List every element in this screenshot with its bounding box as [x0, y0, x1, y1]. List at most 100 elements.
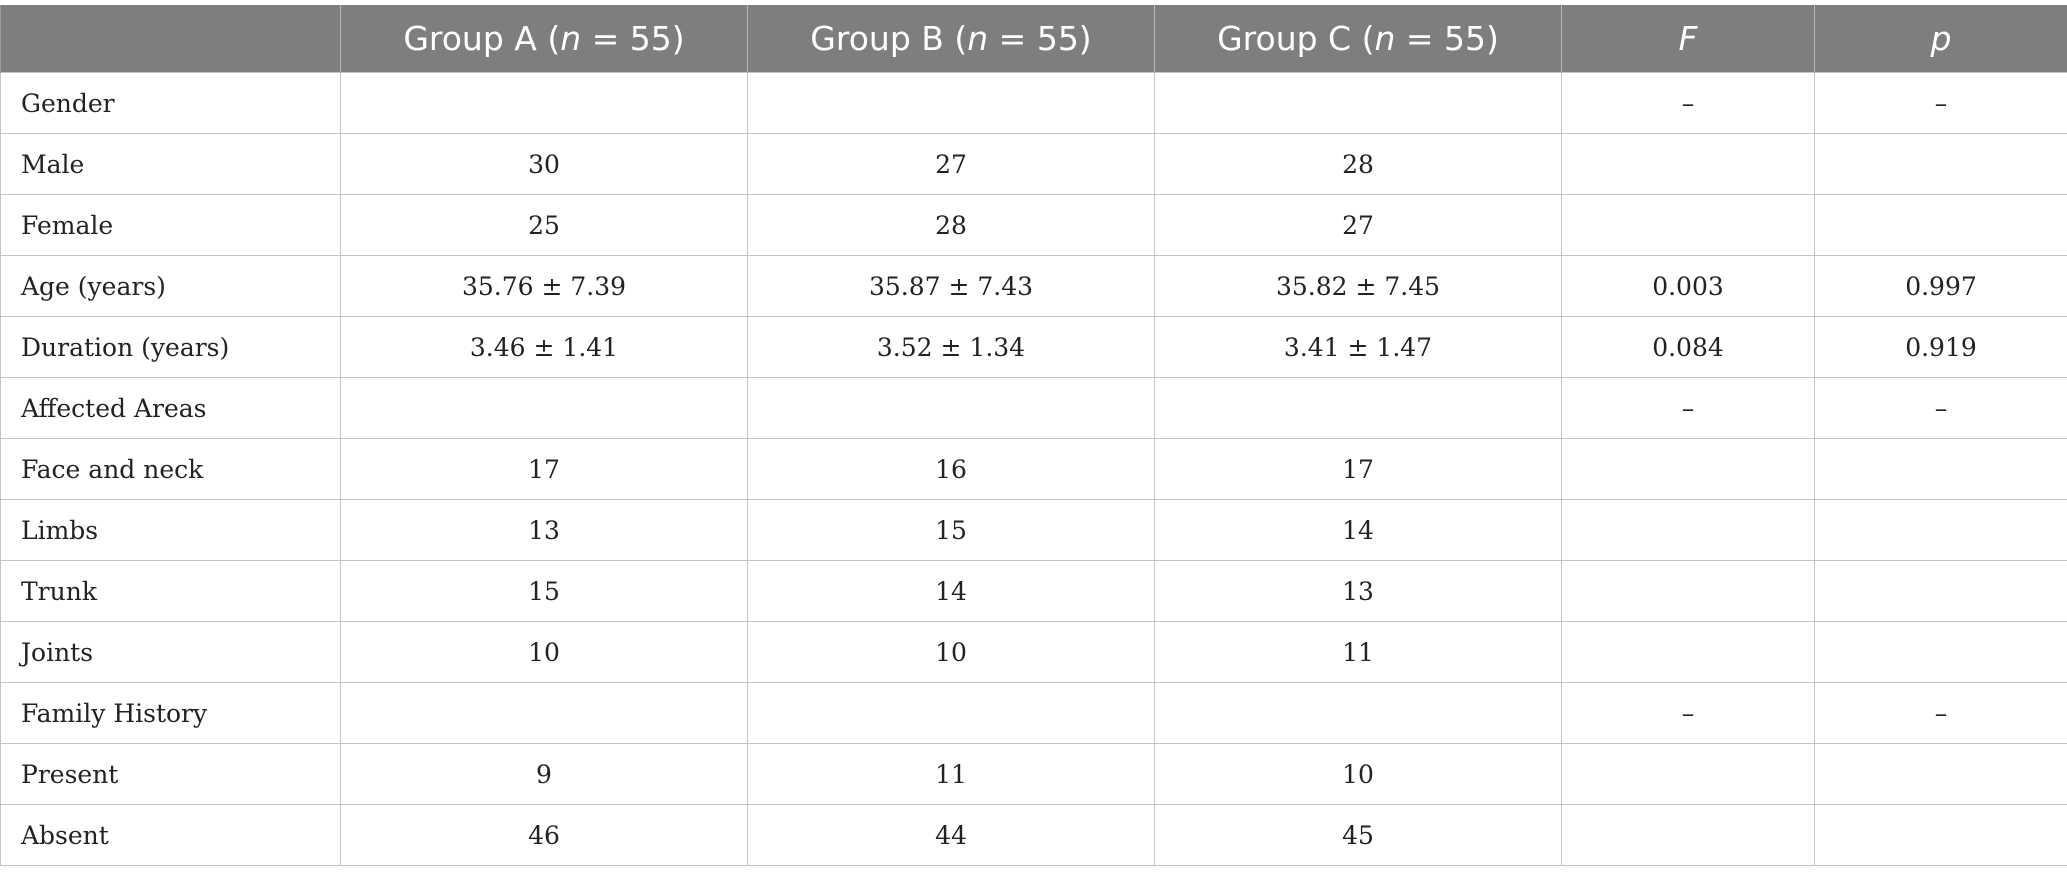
baseline-characteristics-table: Group A (n = 55) Group B (n = 55) Group … [0, 5, 2067, 866]
table-row: Trunk151413 [1, 561, 2067, 622]
row-label: Affected Areas [1, 378, 341, 439]
cell-group-c: 10 [1155, 744, 1562, 805]
table-row: Limbs131514 [1, 500, 2067, 561]
cell-f: – [1562, 378, 1815, 439]
cell-p: – [1815, 683, 2067, 744]
cell-group-b [748, 73, 1155, 134]
cell-f [1562, 744, 1815, 805]
cell-group-b: 14 [748, 561, 1155, 622]
cell-group-c: 17 [1155, 439, 1562, 500]
cell-group-a: 35.76 ± 7.39 [341, 256, 748, 317]
cell-group-a: 46 [341, 805, 748, 866]
cell-f [1562, 805, 1815, 866]
table-row: Male302728 [1, 134, 2067, 195]
row-label: Trunk [1, 561, 341, 622]
cell-group-b [748, 378, 1155, 439]
cell-group-a: 25 [341, 195, 748, 256]
cell-p [1815, 195, 2067, 256]
cell-group-a: 30 [341, 134, 748, 195]
row-label: Face and neck [1, 439, 341, 500]
table-row: Joints101011 [1, 622, 2067, 683]
cell-p [1815, 439, 2067, 500]
cell-p: 0.919 [1815, 317, 2067, 378]
cell-group-b: 11 [748, 744, 1155, 805]
row-label: Duration (years) [1, 317, 341, 378]
row-label: Female [1, 195, 341, 256]
cell-group-a: 10 [341, 622, 748, 683]
cell-p [1815, 500, 2067, 561]
cell-group-a [341, 73, 748, 134]
cell-group-b: 10 [748, 622, 1155, 683]
cell-group-b [748, 683, 1155, 744]
header-cell-group-c: Group C (n = 55) [1155, 5, 1562, 73]
cell-group-a [341, 378, 748, 439]
cell-group-c: 13 [1155, 561, 1562, 622]
cell-f: – [1562, 73, 1815, 134]
row-label: Limbs [1, 500, 341, 561]
row-label: Gender [1, 73, 341, 134]
table-row: Present91110 [1, 744, 2067, 805]
cell-group-c [1155, 683, 1562, 744]
cell-group-c [1155, 378, 1562, 439]
cell-p: 0.997 [1815, 256, 2067, 317]
cell-group-a: 3.46 ± 1.41 [341, 317, 748, 378]
header-cell-f: F [1562, 5, 1815, 73]
cell-group-c: 45 [1155, 805, 1562, 866]
header-row: Group A (n = 55) Group B (n = 55) Group … [1, 5, 2067, 73]
row-label: Present [1, 744, 341, 805]
cell-p [1815, 805, 2067, 866]
cell-group-a [341, 683, 748, 744]
cell-group-c: 3.41 ± 1.47 [1155, 317, 1562, 378]
cell-f [1562, 134, 1815, 195]
table-row: Age (years)35.76 ± 7.3935.87 ± 7.4335.82… [1, 256, 2067, 317]
cell-f [1562, 439, 1815, 500]
cell-f: 0.003 [1562, 256, 1815, 317]
header-cell-blank [1, 5, 341, 73]
cell-group-b: 27 [748, 134, 1155, 195]
cell-p [1815, 561, 2067, 622]
cell-f [1562, 500, 1815, 561]
table-row: Absent464445 [1, 805, 2067, 866]
cell-f [1562, 622, 1815, 683]
row-label: Age (years) [1, 256, 341, 317]
cell-group-b: 15 [748, 500, 1155, 561]
cell-group-a: 13 [341, 500, 748, 561]
cell-f: 0.084 [1562, 317, 1815, 378]
cell-group-a: 9 [341, 744, 748, 805]
cell-p: – [1815, 378, 2067, 439]
row-label: Joints [1, 622, 341, 683]
cell-f [1562, 195, 1815, 256]
cell-group-b: 28 [748, 195, 1155, 256]
cell-group-b: 3.52 ± 1.34 [748, 317, 1155, 378]
row-label: Absent [1, 805, 341, 866]
header-cell-p: p [1815, 5, 2067, 73]
cell-p [1815, 134, 2067, 195]
row-label: Family History [1, 683, 341, 744]
header-cell-group-a: Group A (n = 55) [341, 5, 748, 73]
cell-group-c [1155, 73, 1562, 134]
cell-group-c: 27 [1155, 195, 1562, 256]
cell-group-c: 35.82 ± 7.45 [1155, 256, 1562, 317]
header-cell-group-b: Group B (n = 55) [748, 5, 1155, 73]
cell-group-b: 35.87 ± 7.43 [748, 256, 1155, 317]
cell-group-a: 15 [341, 561, 748, 622]
cell-group-b: 16 [748, 439, 1155, 500]
table-row: Female252827 [1, 195, 2067, 256]
table-row: Family History –– [1, 683, 2067, 744]
data-table-container: Group A (n = 55) Group B (n = 55) Group … [0, 5, 2067, 866]
cell-group-c: 14 [1155, 500, 1562, 561]
cell-group-b: 44 [748, 805, 1155, 866]
row-label: Male [1, 134, 341, 195]
table-row: Gender–– [1, 73, 2067, 134]
table-body: Gender––Male302728Female252827Age (years… [1, 73, 2067, 866]
cell-f: – [1562, 683, 1815, 744]
cell-group-a: 17 [341, 439, 748, 500]
cell-f [1562, 561, 1815, 622]
cell-p [1815, 622, 2067, 683]
table-row: Face and neck171617 [1, 439, 2067, 500]
cell-p [1815, 744, 2067, 805]
table-row: Duration (years)3.46 ± 1.413.52 ± 1.343.… [1, 317, 2067, 378]
cell-group-c: 28 [1155, 134, 1562, 195]
cell-group-c: 11 [1155, 622, 1562, 683]
table-row: Affected Areas –– [1, 378, 2067, 439]
